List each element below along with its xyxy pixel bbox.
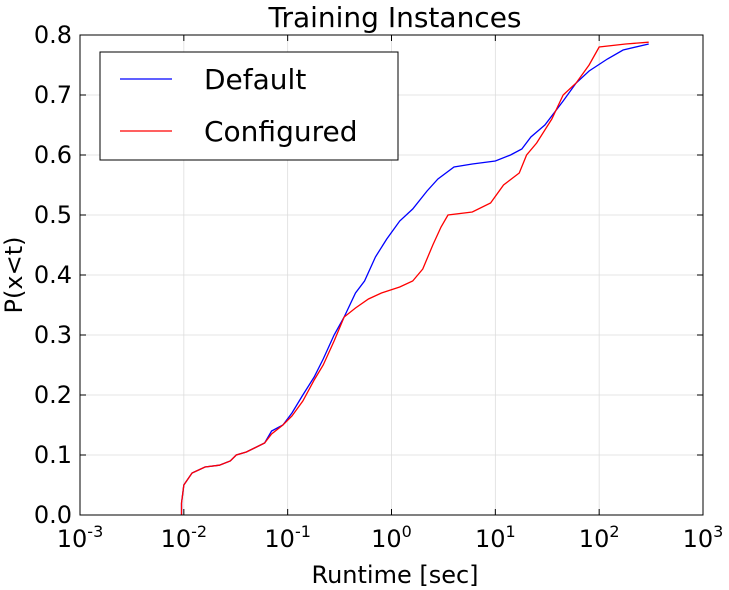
x-tick-base: 10 <box>264 525 295 553</box>
x-tick-label: 10-3 <box>57 522 104 553</box>
x-tick-exponent: -2 <box>191 522 207 541</box>
y-tick-label: 0.4 <box>34 261 72 289</box>
x-tick-base: 10 <box>161 525 192 553</box>
x-tick-label: 101 <box>475 522 516 553</box>
x-tick-exponent: -3 <box>87 522 103 541</box>
y-tick-label: 0.1 <box>34 441 72 469</box>
x-axis-label: Runtime [sec] <box>311 561 478 589</box>
y-tick-label: 0.8 <box>34 21 72 49</box>
x-tick-label: 10-1 <box>264 522 311 553</box>
y-tick-label: 0.3 <box>34 321 72 349</box>
x-tick-exponent: 3 <box>713 522 723 541</box>
x-tick-label: 100 <box>371 522 412 553</box>
x-tick-label: 10-2 <box>161 522 208 553</box>
chart-title: Training Instances <box>267 1 521 34</box>
x-tick-label: 103 <box>683 522 724 553</box>
y-tick-label: 0.0 <box>34 501 72 529</box>
x-tick-exponent: -1 <box>295 522 311 541</box>
x-tick-base: 10 <box>683 525 714 553</box>
y-tick-label: 0.2 <box>34 381 72 409</box>
x-tick-label: 102 <box>579 522 620 553</box>
y-tick-label: 0.7 <box>34 81 72 109</box>
y-tick-label: 0.5 <box>34 201 72 229</box>
y-tick-label: 0.6 <box>34 141 72 169</box>
y-axis-label: P(x<t) <box>0 237 28 314</box>
x-tick-base: 10 <box>579 525 610 553</box>
legend-label: Default <box>204 63 306 96</box>
series-line <box>180 41 649 515</box>
legend-label: Configured <box>204 115 357 148</box>
plot-frame <box>79 34 704 516</box>
x-tick-base: 10 <box>475 525 506 553</box>
x-tick-exponent: 0 <box>402 522 412 541</box>
x-tick-exponent: 2 <box>609 522 619 541</box>
x-tick-base: 10 <box>371 525 402 553</box>
x-tick-exponent: 1 <box>506 522 516 541</box>
legend-box <box>99 51 399 161</box>
x-tick-base: 10 <box>57 525 88 553</box>
